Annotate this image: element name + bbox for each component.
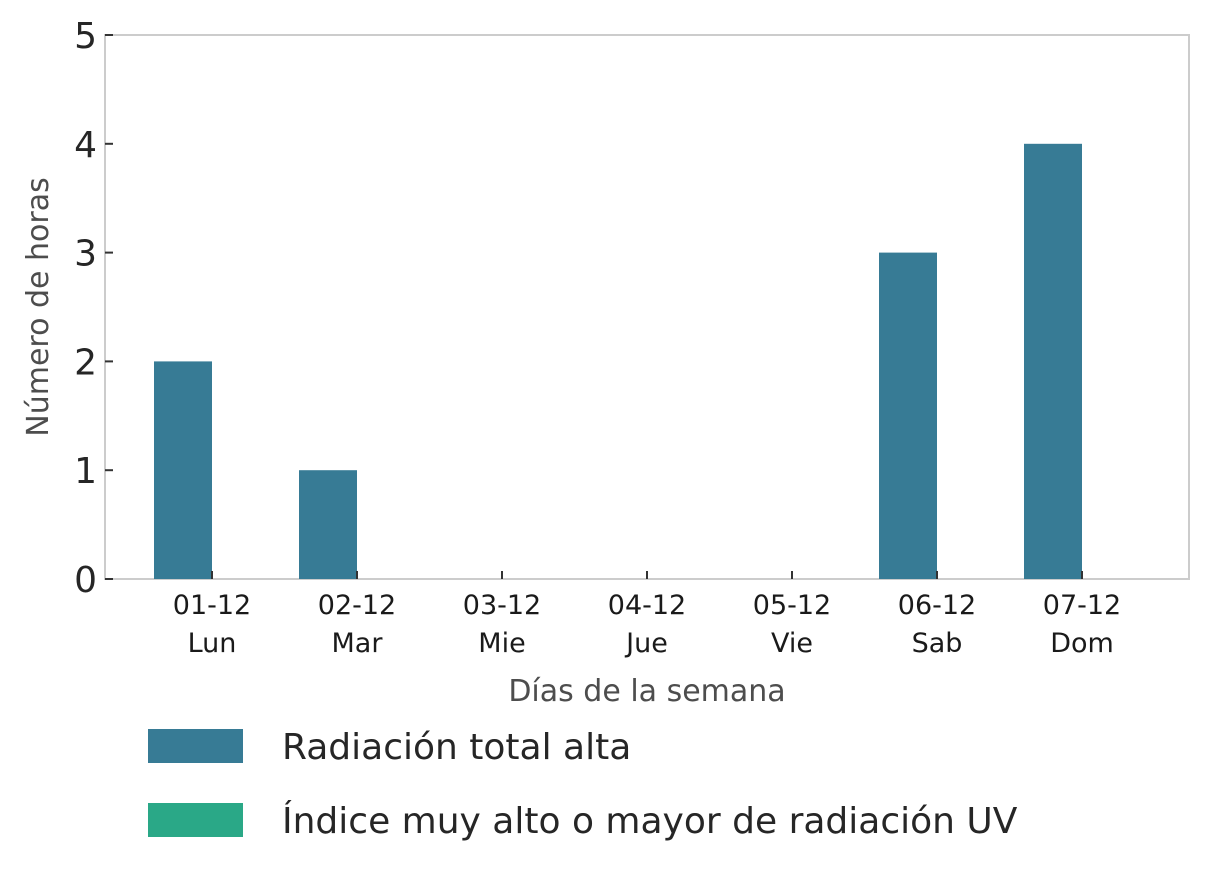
y-tick-label: 2 bbox=[74, 342, 97, 383]
y-axis-title: Número de horas bbox=[21, 177, 56, 436]
x-tick-label-date: 02-12 bbox=[318, 590, 396, 621]
legend: Radiación total alta Índice muy alto o ma… bbox=[148, 727, 1018, 842]
bar-radiacion-total-02-12 bbox=[299, 470, 357, 579]
bars-group bbox=[154, 143, 1082, 580]
y-tick-label: 3 bbox=[74, 234, 97, 275]
bar-radiacion-total-01-12 bbox=[154, 361, 212, 579]
y-tick-label: 0 bbox=[74, 560, 97, 601]
x-tick-label-day: Jue bbox=[624, 628, 668, 659]
x-tick-label-date: 03-12 bbox=[463, 590, 541, 621]
bar-radiacion-total-06-12 bbox=[879, 252, 937, 579]
x-tick-label-day: Lun bbox=[188, 628, 237, 659]
legend-label-radiacion-total: Radiación total alta bbox=[282, 727, 631, 768]
y-tick-label: 4 bbox=[74, 125, 97, 166]
x-tick-label-day: Vie bbox=[771, 628, 813, 659]
legend-swatch-radiacion-total bbox=[148, 729, 243, 763]
x-tick-label-date: 07-12 bbox=[1043, 590, 1121, 621]
x-tick-label-day: Mie bbox=[478, 628, 525, 659]
y-axis: 0 1 2 3 4 5 bbox=[74, 16, 113, 601]
x-tick-label-date: 05-12 bbox=[753, 590, 831, 621]
x-tick-label-day: Sab bbox=[912, 628, 963, 659]
legend-swatch-indice-uv bbox=[148, 803, 243, 837]
x-tick-label-date: 01-12 bbox=[173, 590, 251, 621]
x-tick-label-day: Dom bbox=[1050, 628, 1114, 659]
x-axis-title: Días de la semana bbox=[508, 674, 785, 709]
x-tick-label-day: Mar bbox=[332, 628, 384, 659]
bar-radiacion-total-07-12 bbox=[1024, 143, 1082, 580]
x-tick-label-date: 04-12 bbox=[608, 590, 686, 621]
x-axis: 01-12 Lun 02-12 Mar 03-12 Mie 04-12 Jue 05-12 Vie… bbox=[173, 571, 1121, 659]
y-tick-label: 1 bbox=[74, 451, 97, 492]
x-tick-label-date: 06-12 bbox=[898, 590, 976, 621]
y-tick-label: 5 bbox=[74, 16, 97, 57]
legend-label-indice-uv: Índice muy alto o mayor de radiación UV bbox=[282, 800, 1018, 842]
